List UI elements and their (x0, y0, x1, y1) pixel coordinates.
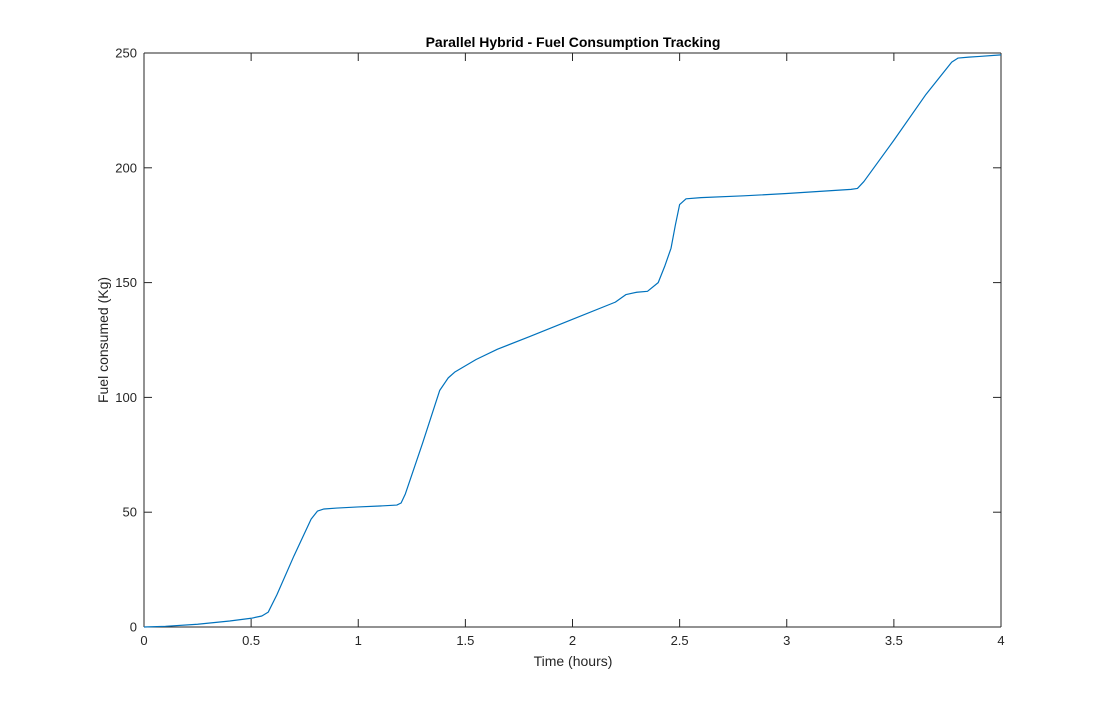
chart-title: Parallel Hybrid - Fuel Consumption Track… (426, 34, 721, 50)
x-tick-label: 2 (569, 633, 576, 648)
x-tick-label: 1 (355, 633, 362, 648)
axes (143, 52, 1002, 628)
y-tick-label: 250 (115, 46, 137, 61)
y-axis-label: Fuel consumed (Kg) (95, 277, 111, 403)
series-layer (143, 54, 1002, 628)
y-tick-label: 50 (123, 505, 137, 520)
y-tick-label: 100 (115, 390, 137, 405)
y-tick-label: 200 (115, 160, 137, 175)
fuel-consumption-line (143, 54, 1002, 628)
x-tick-label: 4 (997, 633, 1004, 648)
x-axis-label: Time (hours) (534, 653, 613, 669)
x-tick-label: 3 (783, 633, 790, 648)
y-tick-label: 0 (130, 620, 137, 635)
x-tick-label: 3.5 (885, 633, 903, 648)
x-ticks: 0 0.5 1 1.5 2 2.5 3 3.5 4 (140, 53, 1005, 648)
x-tick-label: 0.5 (242, 633, 260, 648)
x-tick-label: 2.5 (671, 633, 689, 648)
y-ticks: 0 50 100 150 200 250 (115, 46, 1001, 635)
x-tick-label: 0 (140, 633, 147, 648)
y-tick-label: 150 (115, 275, 137, 290)
x-tick-label: 1.5 (456, 633, 474, 648)
